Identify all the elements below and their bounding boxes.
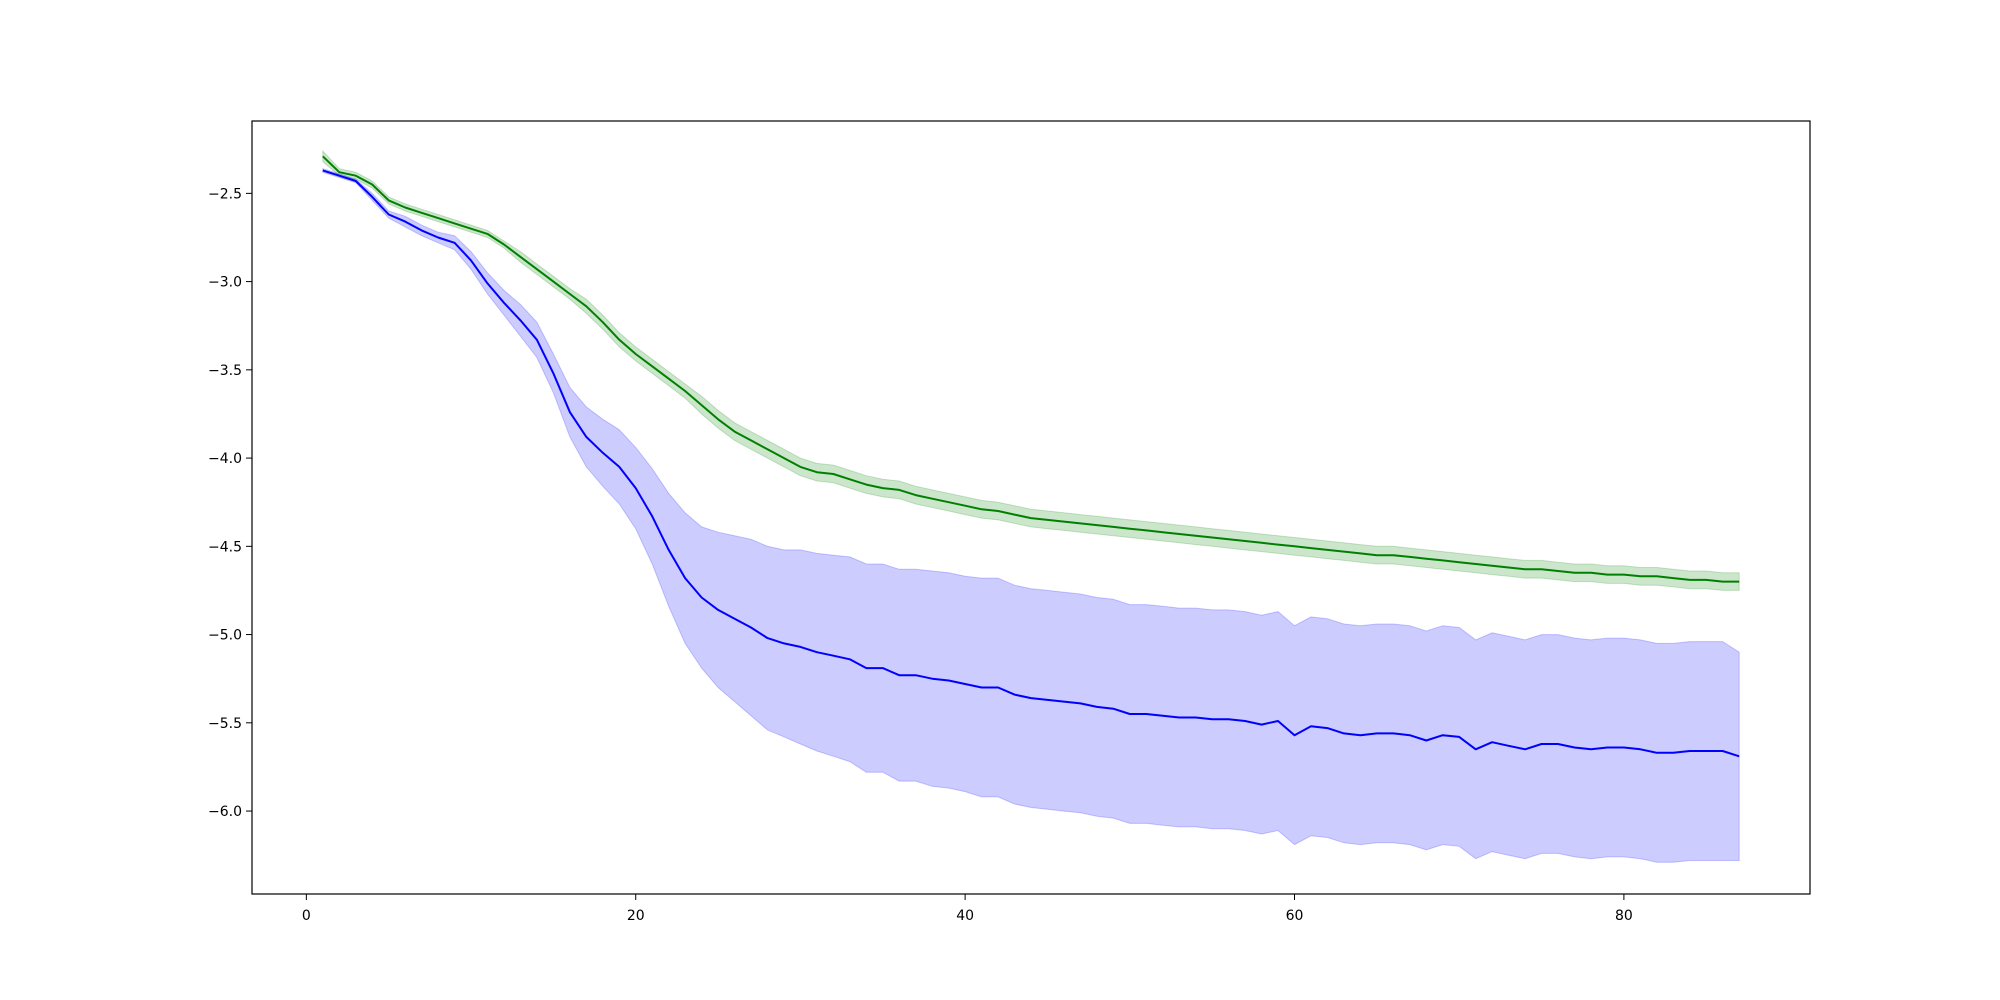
y-tick-label: −6.0 xyxy=(208,804,242,820)
x-tick-label: 80 xyxy=(1615,908,1633,924)
y-tick-label: −5.0 xyxy=(208,628,242,644)
y-tick-label: −4.5 xyxy=(208,539,242,555)
x-tick-label: 0 xyxy=(302,908,311,924)
y-tick-label: −3.0 xyxy=(208,275,242,291)
confidence-bands xyxy=(322,149,1740,863)
plot-frame xyxy=(251,120,1811,895)
x-axis: 0 20 40 60 80 xyxy=(302,894,1633,924)
x-tick-label: 20 xyxy=(627,908,645,924)
x-tick-label: 40 xyxy=(956,908,974,924)
y-tick-label: −2.5 xyxy=(208,186,242,202)
y-tick-label: −3.5 xyxy=(208,363,242,379)
series-0-band xyxy=(322,149,1740,591)
y-tick-label: −4.0 xyxy=(208,451,242,467)
series-1-band xyxy=(322,168,1740,863)
series-0-line xyxy=(322,155,1740,583)
y-tick-label: −5.5 xyxy=(208,716,242,732)
y-axis: −2.5 −3.0 −3.5 −4.0 −4.5 −5.0 −5.5 −6.0 xyxy=(208,186,252,820)
series-lines xyxy=(322,155,1740,758)
x-tick-label: 60 xyxy=(1286,908,1304,924)
series-1-line xyxy=(322,169,1740,758)
